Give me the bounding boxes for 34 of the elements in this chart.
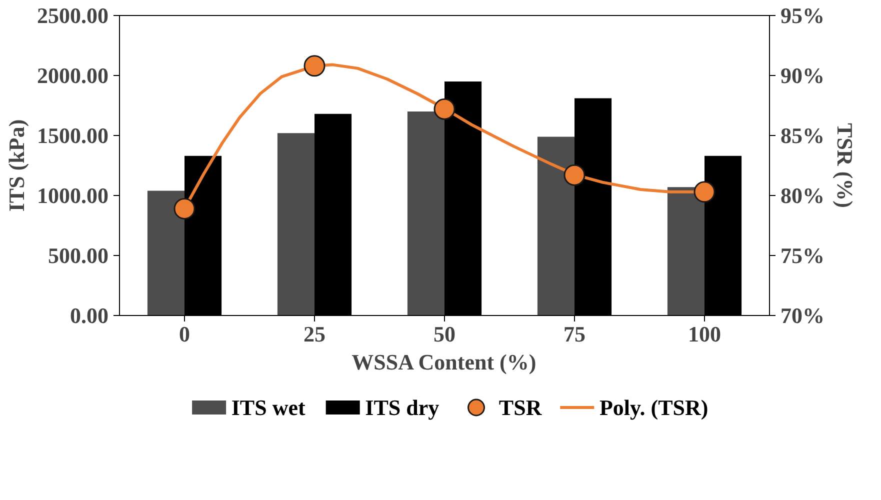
x-tick-label: 0 (179, 322, 190, 346)
point (694, 181, 716, 203)
x-tick-label: 100 (688, 322, 721, 346)
legend-label: Poly. (TSR) (599, 395, 708, 420)
y2-tick-label: 95% (780, 3, 824, 28)
y2-tick-label: 75% (780, 243, 824, 268)
bar (407, 112, 444, 316)
y-tick-label: 2500.00 (37, 3, 108, 28)
bar (667, 187, 704, 316)
y-tick-label: 0.00 (70, 303, 108, 328)
point (304, 55, 326, 77)
y-axis-title: ITS (kPa) (4, 119, 29, 212)
point (174, 198, 196, 220)
y-tick-label: 500.00 (48, 243, 108, 268)
y-tick-label: 1000.00 (37, 183, 108, 208)
bar (277, 133, 314, 316)
x-axis-title: WSSA Content (%) (352, 350, 536, 374)
y2-tick-label: 70% (780, 303, 824, 328)
point (564, 164, 586, 186)
bar (537, 136, 574, 316)
legend-label: ITS wet (231, 395, 306, 420)
y2-tick-label: 85% (780, 123, 824, 148)
y2-tick-label: 90% (780, 63, 824, 88)
x-tick-label: 50 (434, 322, 456, 346)
y-tick-label: 2000.00 (37, 63, 108, 88)
y2-tick-label: 80% (780, 183, 824, 208)
x-tick-label: 25 (304, 322, 326, 346)
x-tick-label: 75 (564, 322, 586, 346)
legend-label: TSR (498, 395, 543, 420)
point (434, 98, 456, 120)
y2-axis-title: TSR (%) (832, 123, 858, 208)
y-tick-label: 1500.00 (37, 123, 108, 148)
bar (147, 190, 184, 316)
legend-label: ITS dry (365, 395, 440, 420)
